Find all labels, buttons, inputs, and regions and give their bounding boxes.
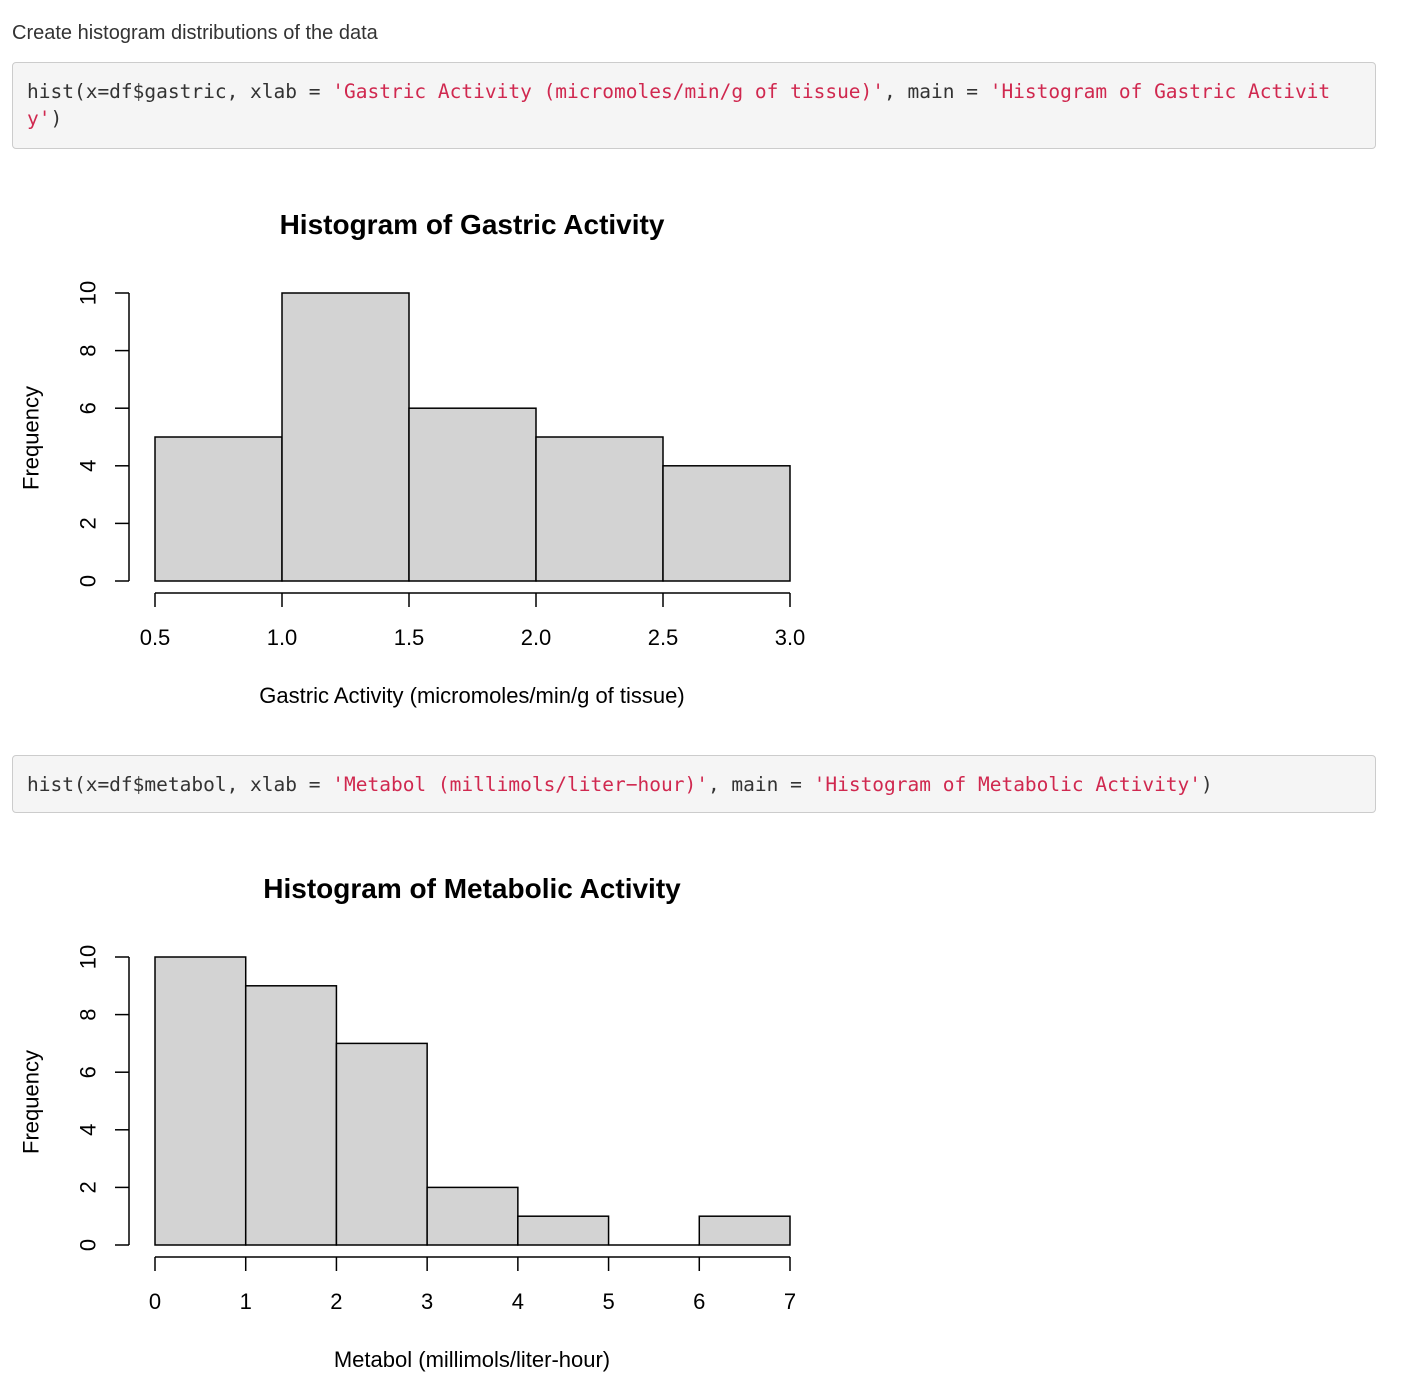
y-tick-label: 2 <box>76 517 101 529</box>
histogram-bar <box>517 1215 610 1246</box>
y-tick-label: 0 <box>76 575 101 587</box>
y-axis-label: Frequency <box>19 1050 44 1154</box>
code-text: hist(x=df$metabol, xlab = <box>27 773 333 796</box>
code-text: , main = <box>707 773 814 796</box>
y-tick-label: 0 <box>76 1239 101 1251</box>
histogram-bar <box>154 436 283 582</box>
chart-title: Histogram of Gastric Activity <box>280 209 665 240</box>
x-tick-label: 2.5 <box>648 625 679 650</box>
code-text: , main = <box>884 80 990 103</box>
x-tick-label: 6 <box>693 1289 705 1314</box>
y-tick-label: 8 <box>76 1008 101 1020</box>
x-axis-label: Metabol (millimols/liter-hour) <box>334 1347 610 1372</box>
histogram-bar <box>244 985 338 1246</box>
code-block-gastric[interactable]: hist(x=df$gastric, xlab = 'Gastric Activ… <box>12 62 1376 149</box>
y-tick-label: 8 <box>76 344 101 356</box>
x-tick-label: 1.5 <box>394 625 425 650</box>
y-axis-label: Frequency <box>19 386 44 490</box>
y-tick-label: 10 <box>76 281 101 305</box>
x-axis-label: Gastric Activity (micromoles/min/g of ti… <box>259 683 684 708</box>
x-tick-label: 0.5 <box>140 625 171 650</box>
code-text: hist(x=df$gastric, xlab = <box>27 80 333 103</box>
x-tick-label: 1.0 <box>267 625 298 650</box>
code-block-metabol[interactable]: hist(x=df$metabol, xlab = 'Metabol (mill… <box>12 755 1376 813</box>
y-tick-label: 2 <box>76 1181 101 1193</box>
histogram-bar <box>662 465 791 582</box>
intro-text: Create histogram distributions of the da… <box>12 22 378 44</box>
y-tick-label: 4 <box>76 1124 101 1136</box>
histogram-bar <box>408 407 537 582</box>
histogram-bar <box>154 956 247 1246</box>
code-text: ) <box>1201 773 1213 796</box>
code-text: ) <box>50 107 63 130</box>
y-tick-label: 6 <box>76 1066 101 1078</box>
code-string-literal: 'Gastric Activity (micromoles/min/g of t… <box>332 80 885 103</box>
x-tick-label: 3.0 <box>775 625 806 650</box>
x-tick-label: 0 <box>149 1289 161 1314</box>
histogram-metabol: Histogram of Metabolic Activity 0 2 4 6 8 10 0 1… <box>19 873 797 1372</box>
x-tick-label: 7 <box>784 1289 796 1314</box>
chart-title: Histogram of Metabolic Activity <box>263 873 681 904</box>
code-string-literal: 'Metabol (millimols/liter−hour)' <box>332 773 708 796</box>
histogram-gastric: Histogram of Gastric Activity 0 2 4 6 8 10 0.5 1… <box>19 209 806 708</box>
histogram-bar <box>335 1042 428 1246</box>
x-tick-label: 4 <box>512 1289 524 1314</box>
code-string-literal: 'Histogram of Metabolic Activity' <box>813 773 1202 796</box>
y-tick-label: 10 <box>76 945 101 969</box>
x-tick-label: 2 <box>330 1289 342 1314</box>
y-tick-label: 4 <box>76 460 101 472</box>
histogram-bar <box>426 1186 519 1246</box>
code-string-literal: 'Histogram of Gastric Activity' <box>27 80 1331 130</box>
x-tick-label: 3 <box>421 1289 433 1314</box>
histogram-bar <box>698 1215 791 1246</box>
x-tick-label: 5 <box>602 1289 614 1314</box>
histogram-bar <box>281 292 410 582</box>
x-tick-label: 1 <box>240 1289 252 1314</box>
x-tick-label: 2.0 <box>521 625 552 650</box>
histogram-bar <box>535 436 664 582</box>
y-tick-label: 6 <box>76 402 101 414</box>
